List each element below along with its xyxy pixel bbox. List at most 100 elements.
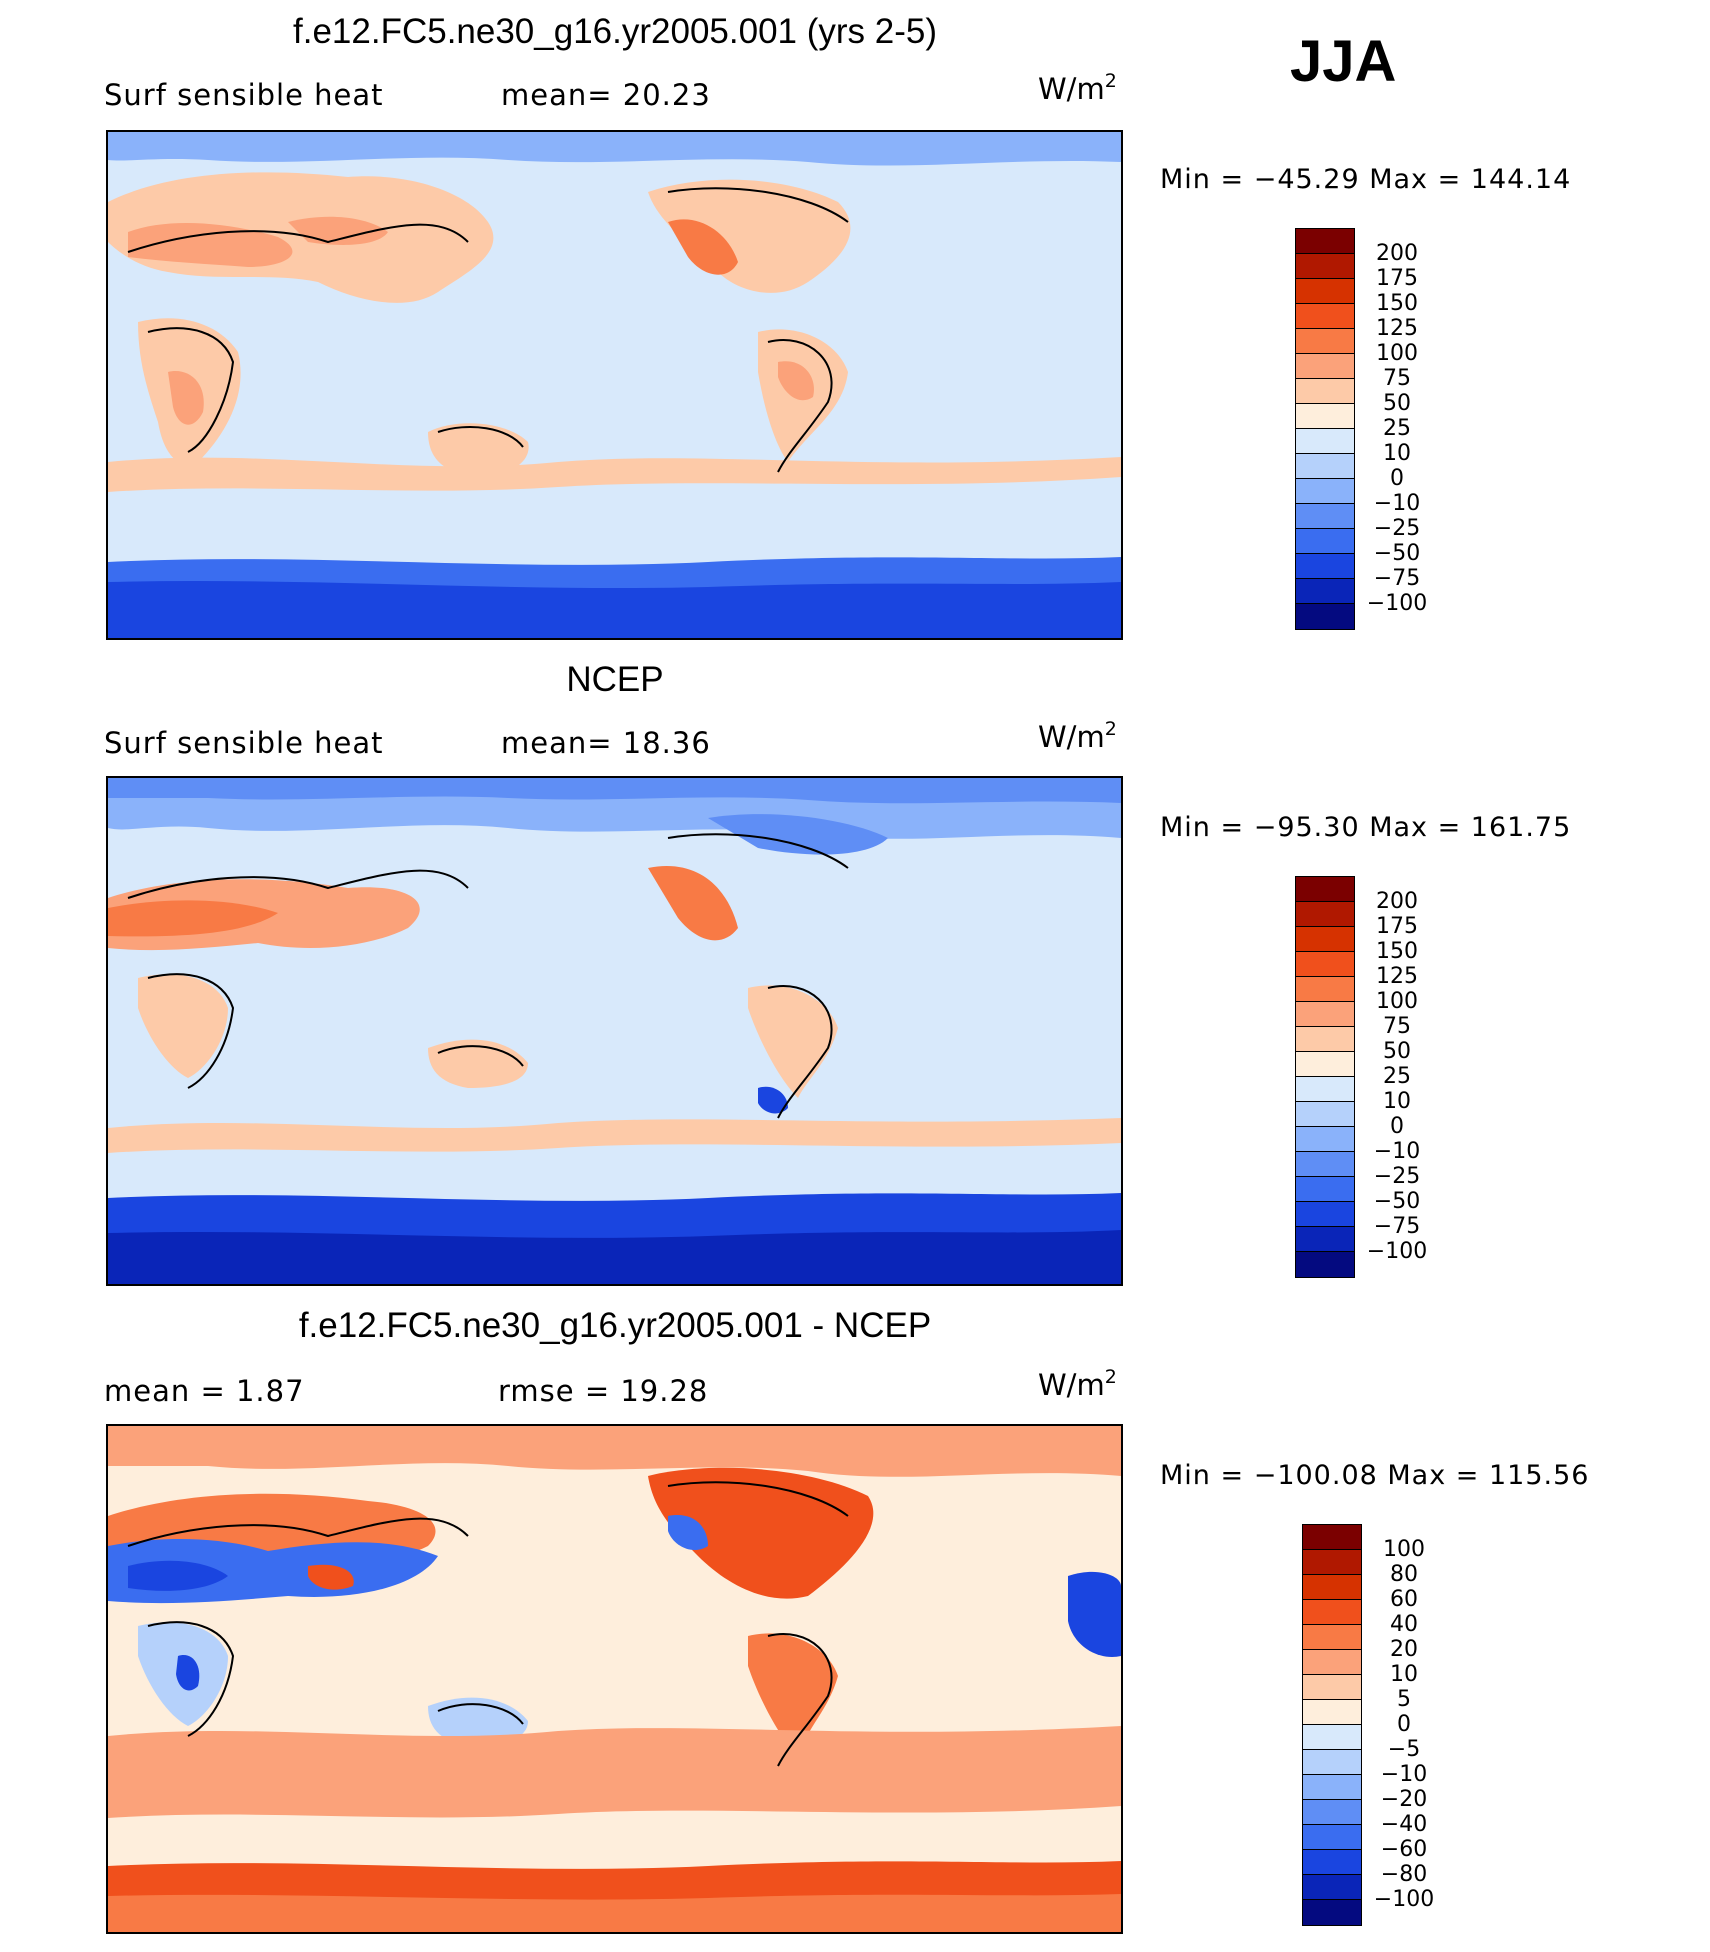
colorbar-tick-label: 60	[1390, 1587, 1418, 1612]
colorbar-tick-label: 175	[1376, 266, 1418, 291]
colorbar-tick-label: −100	[1373, 1887, 1435, 1912]
colorbar-box	[1296, 579, 1354, 604]
colorbar-box	[1296, 1052, 1354, 1077]
panel3-title: f.e12.FC5.ne30_g16.yr2005.001 - NCEP	[298, 1306, 932, 1345]
colorbar-tick-label: −100	[1366, 591, 1428, 616]
colorbar-box	[1296, 1102, 1354, 1127]
colorbar-box	[1303, 1575, 1361, 1600]
colorbar-box	[1303, 1675, 1361, 1700]
colorbar-tick-label: −5	[1387, 1737, 1421, 1762]
panel2-colorbar	[1295, 876, 1355, 1278]
panel3-map	[106, 1424, 1123, 1934]
colorbar-box	[1296, 1002, 1354, 1027]
colorbar-box	[1296, 1027, 1354, 1052]
colorbar-box	[1296, 902, 1354, 927]
colorbar-tick-label: 0	[1390, 1114, 1404, 1139]
panel2-mean-label: mean= 18.36	[501, 726, 711, 760]
colorbar-tick-label: 200	[1376, 889, 1418, 914]
colorbar-tick-label: 40	[1390, 1612, 1418, 1637]
panel2-map	[106, 776, 1123, 1286]
panel3-mean-label: mean = 1.87	[104, 1374, 305, 1408]
panel2-variable-label: Surf sensible heat	[104, 726, 384, 760]
colorbar-tick-label: 25	[1383, 416, 1411, 441]
colorbar-box	[1296, 1127, 1354, 1152]
colorbar-box	[1303, 1825, 1361, 1850]
colorbar-box	[1296, 952, 1354, 977]
colorbar-box	[1296, 1177, 1354, 1202]
colorbar-box	[1303, 1900, 1361, 1925]
colorbar-box	[1296, 404, 1354, 429]
colorbar-box	[1303, 1775, 1361, 1800]
colorbar-box	[1296, 1077, 1354, 1102]
colorbar-box	[1296, 504, 1354, 529]
colorbar-tick-label: −50	[1373, 541, 1421, 566]
colorbar-box	[1296, 379, 1354, 404]
colorbar-box	[1303, 1600, 1361, 1625]
colorbar-tick-label: −20	[1380, 1787, 1428, 1812]
colorbar-box	[1296, 877, 1354, 902]
colorbar-box	[1296, 354, 1354, 379]
colorbar-tick-label: 80	[1390, 1562, 1418, 1587]
colorbar-tick-label: 10	[1383, 1089, 1411, 1114]
colorbar-box	[1296, 229, 1354, 254]
colorbar-tick-label: −10	[1373, 1139, 1421, 1164]
colorbar-box	[1296, 604, 1354, 629]
panel2-minmax: Min = −95.30 Max = 161.75	[1160, 812, 1572, 843]
panel3-minmax: Min = −100.08 Max = 115.56	[1160, 1460, 1590, 1491]
colorbar-box	[1296, 429, 1354, 454]
season-label: JJA	[1290, 29, 1397, 94]
colorbar-tick-label: 10	[1383, 441, 1411, 466]
colorbar-box	[1303, 1725, 1361, 1750]
panel1-variable-label: Surf sensible heat	[104, 78, 384, 112]
colorbar-box	[1303, 1650, 1361, 1675]
colorbar-box	[1303, 1525, 1361, 1550]
colorbar-box	[1296, 254, 1354, 279]
colorbar-tick-label: 150	[1376, 939, 1418, 964]
colorbar-tick-label: 100	[1376, 989, 1418, 1014]
colorbar-box	[1296, 304, 1354, 329]
colorbar-tick-label: −10	[1373, 491, 1421, 516]
colorbar-tick-label: 50	[1383, 391, 1411, 416]
colorbar-tick-label: −80	[1380, 1862, 1428, 1887]
colorbar-tick-label: 75	[1383, 366, 1411, 391]
colorbar-box	[1296, 1227, 1354, 1252]
colorbar-tick-label: 50	[1383, 1039, 1411, 1064]
panel3-colorbar	[1302, 1524, 1362, 1926]
colorbar-box	[1303, 1875, 1361, 1900]
colorbar-box	[1296, 977, 1354, 1002]
panel1-minmax: Min = −45.29 Max = 144.14	[1160, 164, 1572, 195]
colorbar-tick-label: −25	[1373, 1164, 1421, 1189]
panel1-units: W/m2	[1038, 70, 1117, 106]
colorbar-tick-label: −75	[1373, 566, 1421, 591]
colorbar-tick-label: 5	[1397, 1687, 1411, 1712]
colorbar-box	[1296, 1252, 1354, 1277]
colorbar-box	[1303, 1750, 1361, 1775]
colorbar-tick-label: −60	[1380, 1837, 1428, 1862]
panel1-title: f.e12.FC5.ne30_g16.yr2005.001 (yrs 2-5)	[293, 12, 937, 51]
colorbar-box	[1303, 1700, 1361, 1725]
colorbar-box	[1303, 1550, 1361, 1575]
colorbar-tick-label: 10	[1390, 1662, 1418, 1687]
colorbar-box	[1296, 927, 1354, 952]
colorbar-tick-label: 0	[1397, 1712, 1411, 1737]
colorbar-tick-label: 25	[1383, 1064, 1411, 1089]
colorbar-box	[1296, 529, 1354, 554]
colorbar-box	[1296, 454, 1354, 479]
panel3-units: W/m2	[1038, 1366, 1117, 1402]
colorbar-tick-label: −50	[1373, 1189, 1421, 1214]
colorbar-tick-label: 20	[1390, 1637, 1418, 1662]
panel1-colorbar	[1295, 228, 1355, 630]
colorbar-tick-label: 0	[1390, 466, 1404, 491]
colorbar-tick-label: −40	[1380, 1812, 1428, 1837]
colorbar-box	[1303, 1850, 1361, 1875]
colorbar-box	[1303, 1625, 1361, 1650]
colorbar-tick-label: 125	[1376, 316, 1418, 341]
colorbar-tick-label: 75	[1383, 1014, 1411, 1039]
panel2-title: NCEP	[566, 660, 664, 699]
colorbar-box	[1296, 1202, 1354, 1227]
colorbar-box	[1296, 1152, 1354, 1177]
colorbar-tick-label: −25	[1373, 516, 1421, 541]
panel1-mean-label: mean= 20.23	[501, 78, 711, 112]
panel2-units: W/m2	[1038, 718, 1117, 754]
colorbar-tick-label: 150	[1376, 291, 1418, 316]
